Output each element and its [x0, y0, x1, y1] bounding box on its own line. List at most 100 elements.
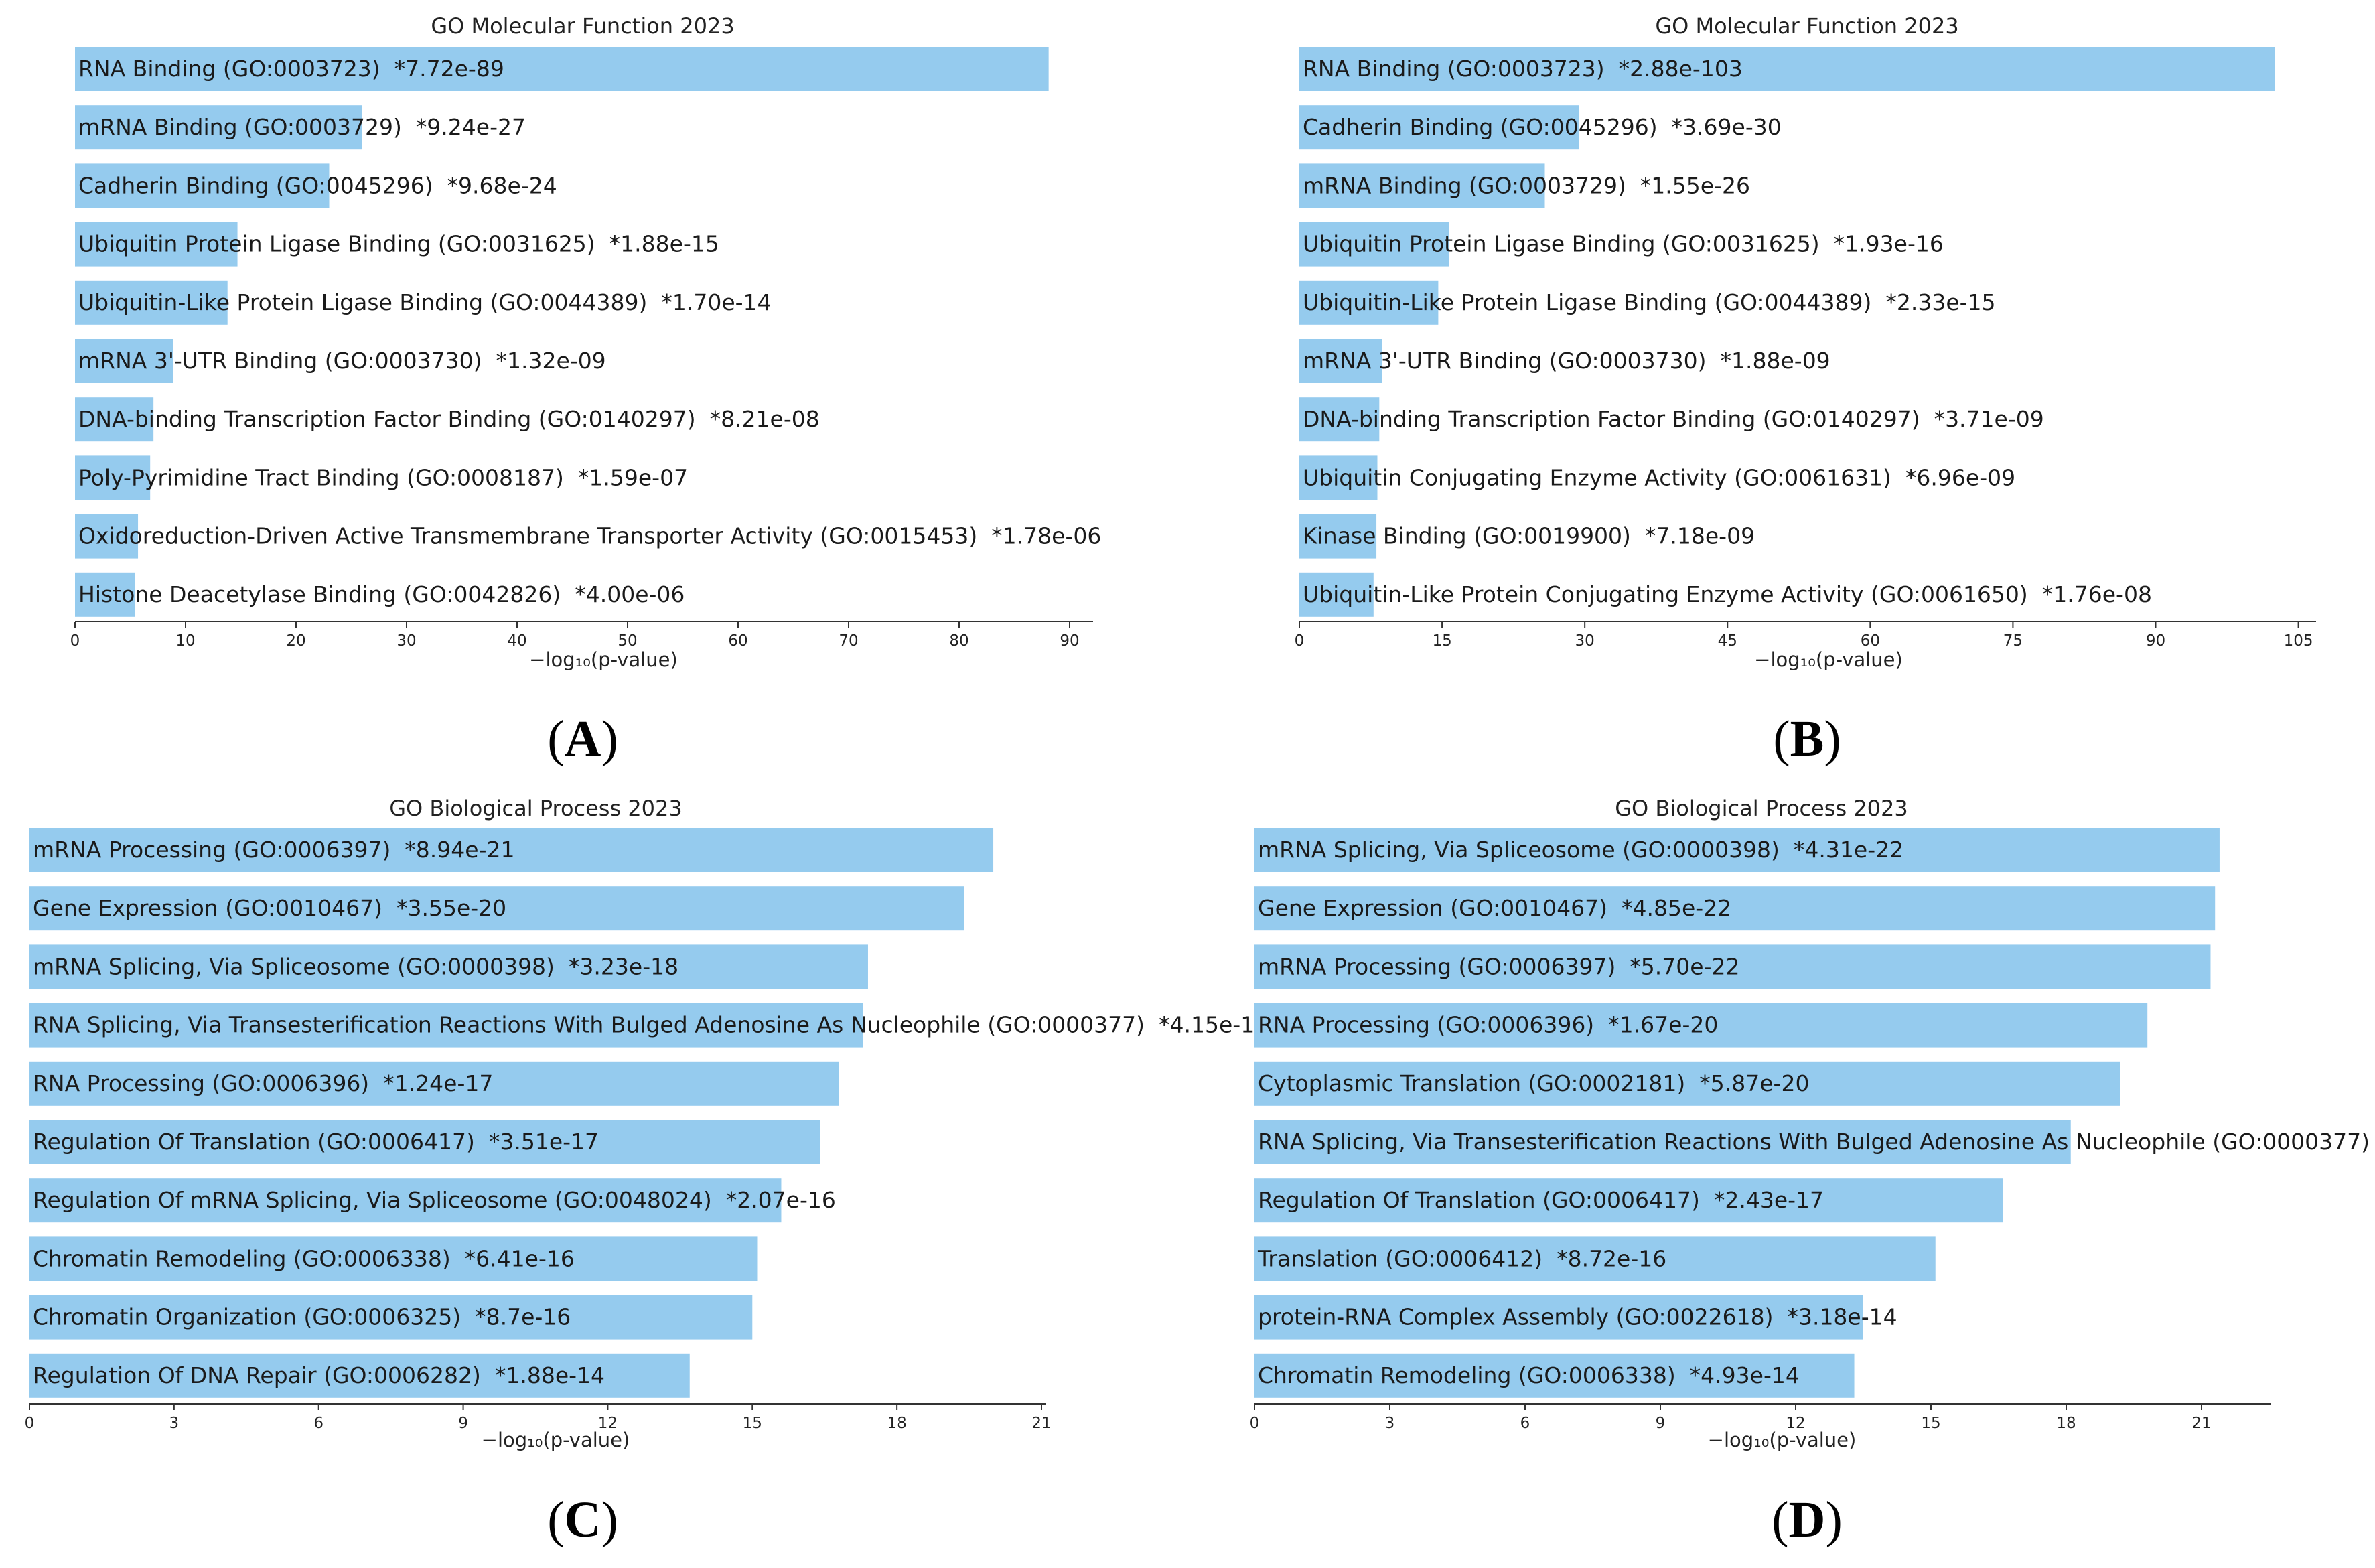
- bar-label: protein-RNA Complex Assembly (GO:0022618…: [1258, 1304, 1897, 1330]
- bar: [1299, 397, 1380, 442]
- bar: [75, 47, 1049, 91]
- bar-label: DNA-binding Transcription Factor Binding…: [78, 406, 820, 432]
- panel-label: (B): [1773, 711, 1841, 767]
- chart-panel-c: GO Biological Process 2023 mRNA Processin…: [25, 796, 1269, 1548]
- bar: [29, 828, 994, 872]
- bar: [29, 1178, 782, 1223]
- bar-label: mRNA Processing (GO:0006397) *8.94e-21: [33, 837, 515, 863]
- bar: [1254, 1003, 2148, 1048]
- bar: [75, 455, 151, 500]
- bar-label: Cadherin Binding (GO:0045296) *9.68e-24: [78, 172, 557, 198]
- x-tick-label: 9: [458, 1415, 468, 1432]
- bar: [75, 163, 330, 208]
- bar: [29, 1236, 758, 1281]
- bar-label: Cadherin Binding (GO:0045296) *3.69e-30: [1303, 114, 1782, 140]
- bar-label: Histone Deacetylase Binding (GO:0042826)…: [78, 581, 685, 608]
- bar: [1254, 1120, 2071, 1164]
- bar-label: Gene Expression (GO:0010467) *3.55e-20: [33, 895, 506, 921]
- x-tick-label: 105: [2284, 632, 2313, 650]
- bar-label: Oxidoreduction-Driven Active Transmembra…: [78, 523, 1101, 549]
- bar: [1299, 280, 1439, 325]
- bar-label: Regulation Of mRNA Splicing, Via Spliceo…: [33, 1187, 836, 1213]
- bar: [1299, 105, 1579, 150]
- bar-label: mRNA Splicing, Via Spliceosome (GO:00003…: [1258, 837, 1903, 863]
- chart-panel-b: GO Molecular Function 2023 RNA Binding (G…: [1295, 13, 2316, 767]
- panel-label: (D): [1772, 1492, 1843, 1548]
- x-tick-label: 12: [1786, 1415, 1805, 1432]
- bar-label: Chromatin Remodeling (GO:0006338) *6.41e…: [33, 1245, 575, 1271]
- x-tick-label: 0: [1295, 632, 1305, 650]
- bar: [1254, 1295, 1863, 1340]
- bar: [1299, 47, 2275, 91]
- bar: [29, 944, 868, 989]
- bar-label: mRNA Processing (GO:0006397) *5.70e-22: [1258, 953, 1740, 979]
- bar: [1254, 1353, 1855, 1398]
- bar-label: DNA-binding Transcription Factor Binding…: [1303, 406, 2044, 432]
- bar: [1254, 1061, 2120, 1106]
- bar: [29, 1353, 690, 1398]
- bar-label: RNA Splicing, Via Transesterification Re…: [33, 1012, 1269, 1038]
- bar: [1299, 339, 1382, 383]
- x-tick-label: 15: [1921, 1415, 1940, 1432]
- x-tick-label: 21: [2191, 1415, 2211, 1432]
- chart-panel-d: GO Biological Process 2023 mRNA Splicing,…: [1250, 796, 2375, 1548]
- bar-label: Chromatin Organization (GO:0006325) *8.7…: [33, 1304, 571, 1330]
- bar-label: Ubiquitin-Like Protein Ligase Binding (G…: [1303, 289, 1996, 315]
- x-tick-label: 18: [887, 1415, 907, 1432]
- bar-label: Translation (GO:0006412) *8.72e-16: [1257, 1245, 1666, 1271]
- bar: [29, 886, 964, 931]
- chart-title: GO Biological Process 2023: [1615, 796, 1908, 821]
- bar-label: mRNA Binding (GO:0003729) *9.24e-27: [78, 114, 526, 140]
- bar-label: RNA Processing (GO:0006396) *1.67e-20: [1258, 1012, 1718, 1038]
- bar-label: Cytoplasmic Translation (GO:0002181) *5.…: [1258, 1070, 1809, 1096]
- x-tick-label: 12: [598, 1415, 618, 1432]
- bar: [29, 1003, 863, 1048]
- bar: [75, 222, 238, 267]
- x-tick-label: 3: [169, 1415, 179, 1432]
- x-tick-label: 75: [2003, 632, 2023, 650]
- bar-label: RNA Binding (GO:0003723) *7.72e-89: [78, 56, 504, 82]
- x-tick-label: 15: [1432, 632, 1451, 650]
- bar: [75, 397, 154, 442]
- x-tick-label: 6: [1520, 1415, 1530, 1432]
- bar: [1254, 1236, 1936, 1281]
- x-tick-label: 80: [949, 632, 968, 650]
- bar-label: Poly-Pyrimidine Tract Binding (GO:000818…: [78, 464, 688, 490]
- bar-label: Ubiquitin Protein Ligase Binding (GO:003…: [78, 231, 719, 257]
- x-tick-label: 90: [2146, 632, 2165, 650]
- x-tick-label: 50: [618, 632, 637, 650]
- bar-label: mRNA 3'-UTR Binding (GO:0003730) *1.88e-…: [1303, 348, 1830, 374]
- x-tick-label: 6: [313, 1415, 323, 1432]
- x-tick-label: 9: [1656, 1415, 1666, 1432]
- chart-panel-a: GO Molecular Function 2023 RNA Binding (G…: [70, 13, 1102, 767]
- x-axis-label: −log₁₀(p-value): [1754, 648, 1903, 671]
- x-axis-label: −log₁₀(p-value): [482, 1429, 630, 1451]
- chart-title: GO Molecular Function 2023: [1655, 13, 1958, 39]
- bar-label: Ubiquitin Protein Ligase Binding (GO:003…: [1303, 231, 1944, 257]
- bar: [75, 105, 362, 150]
- bar: [75, 280, 228, 325]
- bar-label: mRNA Binding (GO:0003729) *1.55e-26: [1303, 172, 1750, 198]
- bar-label: mRNA Splicing, Via Spliceosome (GO:00003…: [33, 953, 678, 979]
- chart-title: GO Biological Process 2023: [389, 796, 682, 821]
- bar: [1254, 1178, 2003, 1223]
- x-tick-label: 10: [175, 632, 195, 650]
- bar-label: Ubiquitin-Like Protein Conjugating Enzym…: [1303, 581, 2152, 608]
- bar: [1254, 886, 2216, 931]
- x-tick-label: 0: [1250, 1415, 1260, 1432]
- x-tick-label: 60: [728, 632, 747, 650]
- x-tick-label: 20: [286, 632, 305, 650]
- bar-label: Ubiquitin Conjugating Enzyme Activity (G…: [1303, 464, 2015, 490]
- bar: [75, 339, 173, 383]
- x-tick-label: 3: [1385, 1415, 1395, 1432]
- panel-label: (A): [547, 711, 618, 767]
- bar-label: Gene Expression (GO:0010467) *4.85e-22: [1258, 895, 1731, 921]
- bar-label: Regulation Of Translation (GO:0006417) *…: [1258, 1187, 1824, 1213]
- x-tick-label: 15: [743, 1415, 762, 1432]
- x-axis-label: −log₁₀(p-value): [1708, 1429, 1857, 1451]
- bar-label: mRNA 3'-UTR Binding (GO:0003730) *1.32e-…: [78, 348, 606, 374]
- bar: [29, 1120, 820, 1164]
- bar-label: Regulation Of DNA Repair (GO:0006282) *1…: [33, 1362, 605, 1388]
- x-tick-label: 21: [1031, 1415, 1051, 1432]
